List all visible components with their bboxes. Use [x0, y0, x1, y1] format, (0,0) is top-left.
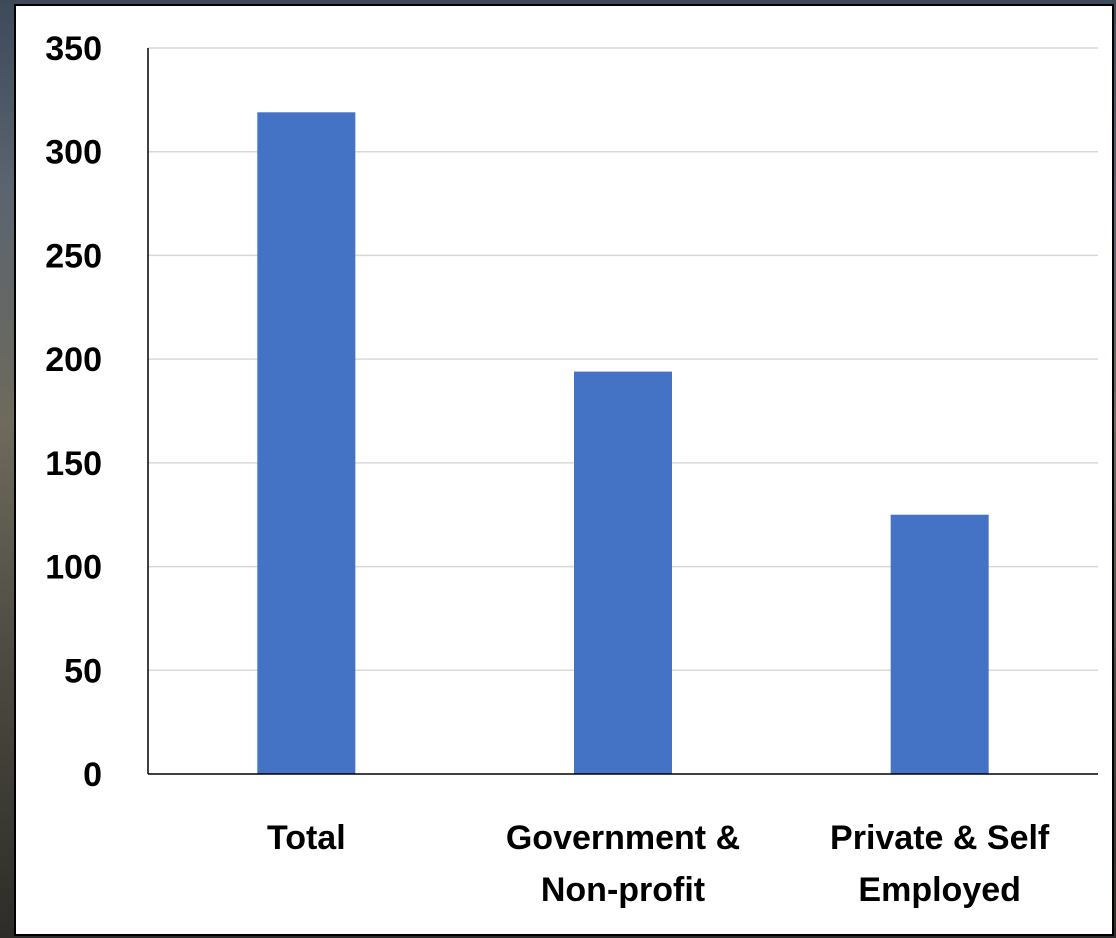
y-tick-label: 200 [45, 341, 102, 379]
y-tick-label: 0 [83, 756, 102, 794]
y-tick-label: 50 [64, 652, 102, 690]
y-tick-labels: 0 50 100 150 200 250 300 350 [45, 30, 102, 794]
chart-frame [14, 4, 1114, 936]
axes [147, 48, 1098, 775]
x-category-label: Employed [858, 871, 1020, 909]
x-category-label: Private & Self [830, 819, 1050, 857]
bar [890, 514, 989, 774]
x-category-label: Total [267, 819, 346, 857]
y-tick-label: 100 [45, 549, 102, 587]
x-category-label: Non-profit [541, 871, 705, 909]
y-tick-label: 150 [45, 445, 102, 483]
y-tick-label: 250 [45, 237, 102, 275]
bar [257, 112, 356, 774]
x-category-labels: Total Government & Non-profit Private & Sel… [267, 819, 1050, 909]
bar [574, 371, 672, 774]
y-tick-label: 350 [45, 30, 102, 68]
x-category-label: Government & [506, 819, 740, 857]
y-tick-label: 300 [45, 134, 102, 172]
bars [257, 112, 989, 774]
